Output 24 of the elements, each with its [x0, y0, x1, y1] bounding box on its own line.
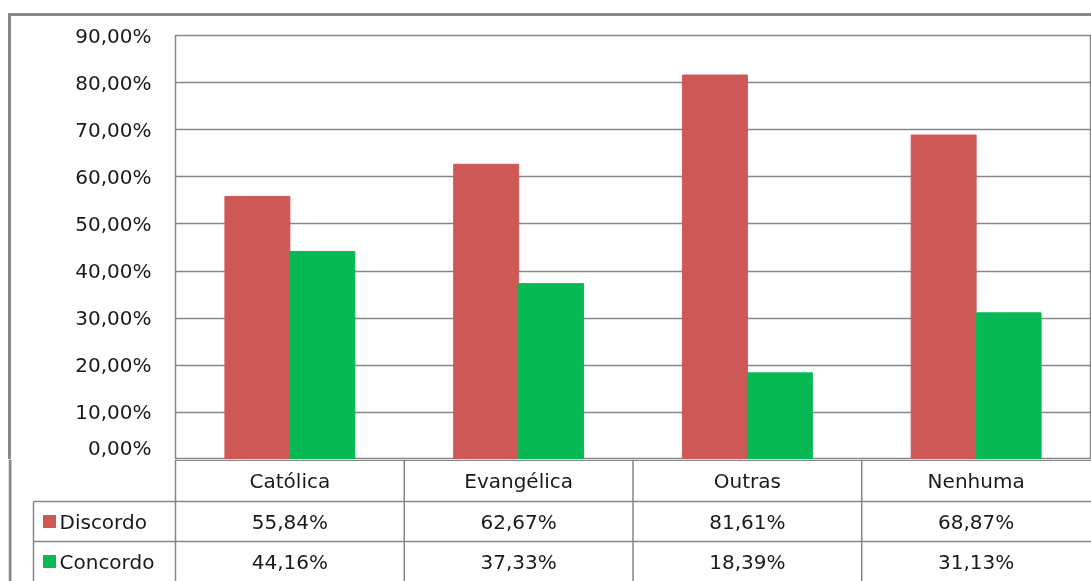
x-tick-label: Outras: [713, 468, 781, 493]
x-tick-label: Católica: [249, 468, 331, 493]
y-tick-label: 70,00%: [75, 117, 152, 142]
data-label: 31,13%: [938, 549, 1015, 574]
data-label: 18,39%: [709, 549, 786, 574]
x-tick-label: Nenhuma: [927, 468, 1025, 493]
x-tick-label: Evangélica: [464, 468, 574, 493]
data-label: 37,33%: [480, 549, 557, 574]
data-label: 62,67%: [480, 509, 557, 534]
y-tick-label: 60,00%: [75, 164, 152, 189]
y-tick-label: 50,00%: [75, 211, 152, 236]
y-tick-label: 30,00%: [75, 306, 152, 331]
data-label: 44,16%: [251, 549, 329, 574]
data-label: 81,61%: [709, 509, 786, 534]
data-label: 68,87%: [938, 509, 1015, 534]
y-tick-label: 80,00%: [75, 70, 152, 95]
legend-label: Discordo: [59, 509, 147, 534]
y-tick-label: 90,00%: [75, 23, 152, 48]
y-tick-label: 40,00%: [75, 259, 152, 284]
y-tick-label: 0,00%: [87, 435, 152, 460]
y-tick-label: 20,00%: [75, 353, 152, 378]
y-tick-label: 10,00%: [75, 400, 152, 425]
data-label: 55,84%: [251, 509, 329, 534]
legend-label: Concordo: [59, 549, 155, 574]
